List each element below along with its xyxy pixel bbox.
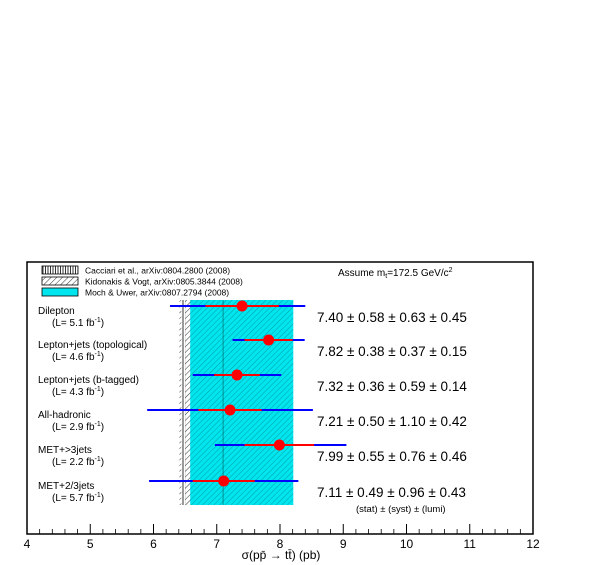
x-tick-label: 4 (24, 537, 31, 551)
result-value: 7.82 ± 0.38 ± 0.37 ± 0.15 (317, 344, 467, 359)
theory-band-cyan (190, 300, 294, 505)
legend-label-cacciari: Cacciari et al., arXiv:0804.2800 (2008) (85, 266, 230, 276)
theory-band-vertical-hatch (181, 300, 186, 505)
x-tick-label: 5 (87, 537, 94, 551)
assumption-note: Assume mt=172.5 GeV/c2 (338, 267, 453, 280)
result-value: 7.40 ± 0.58 ± 0.63 ± 0.45 (317, 310, 467, 325)
channel-lumi: (L= 5.1 fb-1) (52, 317, 104, 329)
x-tick-label: 11 (464, 537, 477, 551)
legend: Cacciari et al., arXiv:0804.2800 (2008) … (41, 265, 243, 298)
channel-name: MET+2/3jets (38, 481, 94, 492)
result-value: 7.21 ± 0.50 ± 1.10 ± 0.42 (317, 414, 467, 429)
channel-name: Lepton+jets (b-tagged) (38, 375, 139, 386)
result-value: 7.99 ± 0.55 ± 0.76 ± 0.46 (317, 449, 467, 464)
channel-lumi: (L= 5.7 fb-1) (52, 492, 104, 504)
channel-lumi: (L= 4.3 fb-1) (52, 386, 104, 398)
result-value: 7.11 ± 0.49 ± 0.96 ± 0.43 (317, 485, 466, 500)
result-footnote: (stat) ± (syst) ± (lumi) (356, 504, 446, 515)
measurement-marks (147, 300, 347, 487)
data-point (231, 369, 243, 381)
channel-labels: Dilepton(L= 5.1 fb-1) 7.40 ± 0.58 ± 0.63 … (38, 306, 467, 504)
result-value: 7.32 ± 0.36 ± 0.59 ± 0.14 (317, 379, 467, 394)
channel-name: Lepton+jets (topological) (38, 340, 147, 351)
data-point (273, 439, 285, 451)
channel-lumi: (L= 2.2 fb-1) (52, 456, 104, 468)
legend-swatch-moch (41, 287, 79, 297)
theory-bands (179, 300, 294, 505)
channel-name: Dilepton (38, 306, 75, 317)
x-tick-label: 8 (277, 537, 284, 551)
legend-label-moch: Moch & Uwer, arXiv:0807.2794 (2008) (85, 288, 229, 298)
channel-name: MET+>3jets (38, 445, 92, 456)
data-point (224, 404, 236, 416)
channel-lumi: (L= 2.9 fb-1) (52, 421, 104, 433)
x-tick-label: 12 (526, 537, 540, 551)
x-axis-label: σ(pp̄ → tt̄) (pb) (242, 548, 321, 562)
data-point (263, 334, 275, 346)
legend-swatch-kidonakis (41, 276, 79, 286)
x-tick-label: 10 (400, 537, 414, 551)
x-tick-label: 6 (150, 537, 157, 551)
channel-name: All-hadronic (38, 410, 91, 421)
channel-lumi: (L= 4.6 fb-1) (52, 351, 104, 363)
theory-band-diagonal-hatch (179, 300, 192, 505)
legend-swatch-cacciari (41, 265, 79, 275)
data-point (236, 300, 248, 312)
x-tick-label: 7 (213, 537, 220, 551)
x-tick-label: 9 (340, 537, 347, 551)
x-axis: 4 5 6 7 8 9 10 11 12 (24, 524, 540, 551)
legend-label-kidonakis: Kidonakis & Vogt, arXiv:0805.3844 (2008) (85, 277, 243, 287)
data-point (218, 475, 230, 487)
